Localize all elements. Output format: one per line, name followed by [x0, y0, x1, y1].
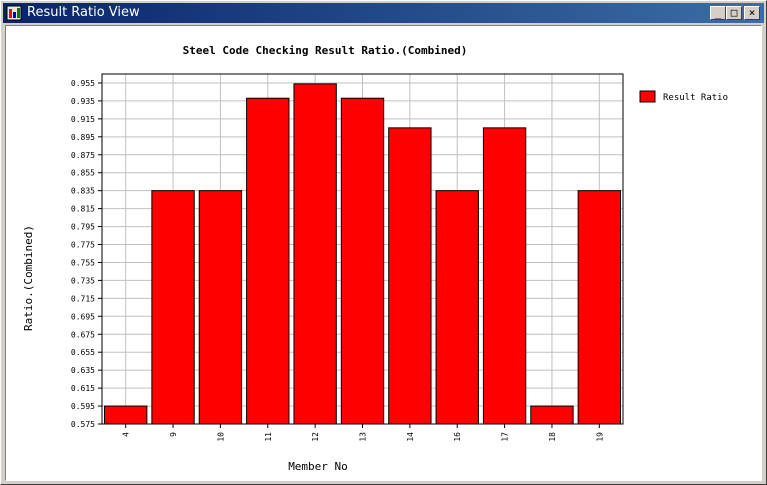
y-tick-label: 0.895	[71, 133, 95, 142]
bar	[482, 127, 527, 425]
y-tick-label: 0.835	[71, 187, 95, 196]
x-tick-label: 4	[122, 432, 131, 437]
x-tick-label: 14	[406, 432, 415, 442]
y-tick-label: 0.595	[71, 402, 95, 411]
y-tick-label: 0.735	[71, 276, 95, 285]
bars	[104, 83, 621, 425]
y-tick-label: 0.635	[71, 366, 95, 375]
minimize-icon: _	[714, 6, 722, 19]
y-tick-label: 0.855	[71, 169, 95, 178]
x-tick-label: 17	[501, 432, 510, 442]
bar	[104, 405, 148, 425]
close-icon: ×	[748, 6, 756, 19]
y-tick-label: 0.715	[71, 294, 95, 303]
y-tick-label: 0.955	[71, 79, 95, 88]
app-icon	[6, 5, 22, 21]
bar	[293, 83, 337, 425]
x-tick-label: 12	[311, 432, 320, 442]
x-tick-labels: 4 9 10 11 12 13 14 16 17 18 19	[122, 424, 604, 442]
maximize-icon: □	[730, 6, 738, 19]
y-axis-label: Ratio.(Combined)	[22, 225, 35, 331]
bar	[198, 190, 243, 425]
x-tick-label: 11	[264, 432, 273, 442]
legend: Result Ratio	[639, 90, 728, 103]
legend-swatch	[639, 90, 656, 103]
legend-label: Result Ratio	[663, 93, 728, 103]
bar	[246, 97, 290, 425]
bar	[388, 127, 432, 425]
minimize-button[interactable]: _	[710, 6, 726, 20]
x-tick-label: 9	[169, 432, 178, 437]
bar	[340, 97, 385, 425]
maximize-button[interactable]: □	[726, 6, 742, 20]
chart-area: Steel Code Checking Result Ratio.(Combin…	[5, 25, 762, 481]
y-tick-label: 0.615	[71, 384, 95, 393]
chart-title: Steel Code Checking Result Ratio.(Combin…	[183, 44, 468, 57]
y-tick-labels: 0.575 0.595 0.615 0.635 0.655 0.675 0.695 0.715…	[71, 79, 102, 429]
bar	[530, 405, 574, 425]
y-tick-label: 0.935	[71, 97, 95, 106]
y-tick-label: 0.775	[71, 241, 95, 250]
y-tick-label: 0.755	[71, 258, 95, 267]
y-tick-label: 0.875	[71, 151, 95, 160]
x-tick-label: 10	[216, 432, 225, 442]
y-tick-label: 0.695	[71, 312, 95, 321]
y-tick-label: 0.815	[71, 205, 95, 214]
x-tick-label: 19	[595, 432, 604, 442]
y-tick-label: 0.675	[71, 330, 95, 339]
y-tick-label: 0.655	[71, 348, 95, 357]
x-tick-label: 16	[453, 432, 462, 442]
x-tick-label: 13	[359, 432, 368, 442]
x-axis-label: Member No	[288, 460, 348, 473]
result-ratio-chart: Steel Code Checking Result Ratio.(Combin…	[22, 44, 728, 473]
x-tick-label: 18	[548, 432, 557, 442]
bar	[151, 190, 195, 425]
y-tick-label: 0.915	[71, 115, 95, 124]
y-tick-label: 0.575	[71, 420, 95, 429]
window-title: Result Ratio View	[27, 5, 140, 20]
bar	[577, 190, 621, 425]
y-tick-label: 0.795	[71, 223, 95, 232]
title-bar[interactable]: Result Ratio View _ □ ×	[3, 3, 764, 23]
close-button[interactable]: ×	[744, 6, 760, 20]
bar	[435, 190, 479, 425]
